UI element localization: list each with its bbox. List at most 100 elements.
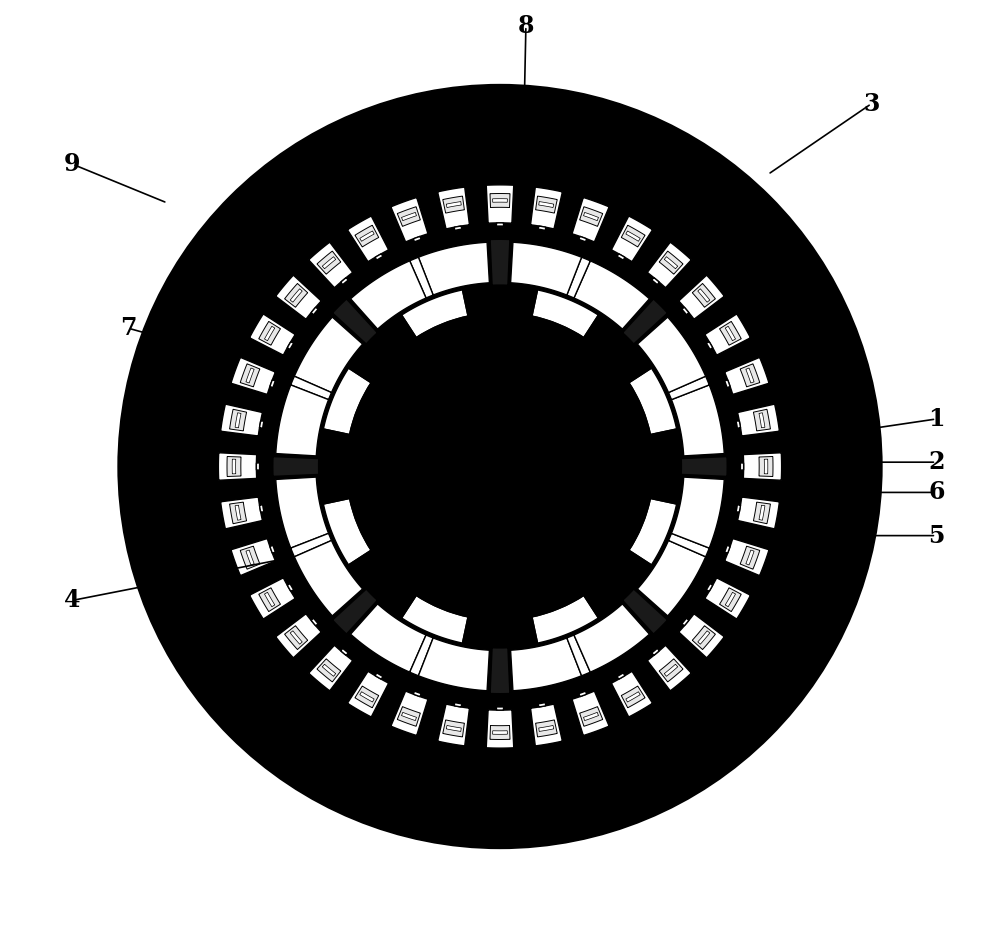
Polygon shape: [309, 646, 353, 690]
Polygon shape: [270, 380, 276, 388]
Polygon shape: [218, 453, 257, 480]
Polygon shape: [250, 578, 295, 620]
Polygon shape: [574, 604, 649, 672]
Polygon shape: [270, 545, 276, 553]
Polygon shape: [720, 588, 741, 611]
Polygon shape: [256, 463, 261, 470]
Polygon shape: [637, 540, 706, 616]
Polygon shape: [276, 614, 321, 658]
Polygon shape: [664, 257, 678, 269]
Polygon shape: [735, 505, 741, 512]
Polygon shape: [413, 236, 421, 243]
Polygon shape: [724, 380, 730, 388]
Polygon shape: [446, 726, 461, 731]
Polygon shape: [743, 453, 782, 480]
Polygon shape: [493, 731, 507, 734]
Polygon shape: [230, 410, 247, 431]
Polygon shape: [511, 638, 582, 690]
Polygon shape: [276, 477, 329, 548]
Polygon shape: [391, 198, 428, 242]
Polygon shape: [355, 686, 379, 708]
Polygon shape: [311, 618, 319, 626]
Polygon shape: [360, 691, 374, 702]
Polygon shape: [679, 275, 724, 319]
Circle shape: [150, 117, 850, 816]
Polygon shape: [584, 213, 598, 221]
Polygon shape: [511, 243, 582, 295]
Polygon shape: [323, 498, 371, 564]
Polygon shape: [621, 225, 645, 247]
Polygon shape: [725, 592, 736, 606]
Polygon shape: [246, 368, 254, 383]
Polygon shape: [443, 196, 464, 213]
Polygon shape: [538, 226, 546, 231]
Text: 4: 4: [64, 589, 81, 612]
Polygon shape: [446, 202, 461, 207]
Polygon shape: [725, 357, 769, 395]
Polygon shape: [753, 502, 770, 523]
Polygon shape: [290, 289, 302, 302]
Polygon shape: [413, 690, 421, 697]
Polygon shape: [531, 704, 562, 745]
Polygon shape: [705, 313, 750, 355]
Polygon shape: [679, 614, 724, 658]
Polygon shape: [705, 583, 713, 592]
Polygon shape: [705, 578, 750, 620]
Polygon shape: [486, 710, 514, 748]
Polygon shape: [276, 385, 329, 456]
Polygon shape: [235, 506, 241, 521]
Polygon shape: [287, 583, 295, 592]
Polygon shape: [496, 705, 504, 710]
Polygon shape: [531, 188, 562, 229]
Polygon shape: [532, 290, 598, 338]
Polygon shape: [490, 239, 510, 285]
Polygon shape: [617, 672, 625, 679]
Polygon shape: [418, 638, 489, 690]
Polygon shape: [536, 720, 557, 737]
Polygon shape: [496, 223, 504, 228]
Circle shape: [386, 353, 614, 580]
Polygon shape: [681, 618, 689, 626]
Polygon shape: [294, 540, 363, 616]
Polygon shape: [647, 243, 691, 287]
Polygon shape: [259, 505, 265, 512]
Polygon shape: [681, 456, 727, 477]
Polygon shape: [402, 290, 468, 338]
Polygon shape: [351, 604, 426, 672]
Polygon shape: [629, 498, 677, 564]
Polygon shape: [285, 626, 308, 649]
Polygon shape: [759, 456, 773, 477]
Polygon shape: [418, 243, 489, 295]
Polygon shape: [402, 712, 416, 720]
Circle shape: [118, 85, 882, 848]
Polygon shape: [668, 376, 709, 399]
Polygon shape: [538, 702, 546, 707]
Polygon shape: [740, 364, 760, 387]
Polygon shape: [341, 648, 349, 655]
Polygon shape: [221, 497, 262, 529]
Polygon shape: [311, 307, 319, 315]
Polygon shape: [753, 410, 770, 431]
Polygon shape: [259, 322, 280, 345]
Polygon shape: [250, 313, 295, 355]
Text: 1: 1: [928, 407, 945, 431]
Polygon shape: [705, 341, 713, 350]
Polygon shape: [355, 225, 379, 247]
Polygon shape: [629, 369, 677, 435]
Circle shape: [217, 183, 783, 750]
Polygon shape: [259, 588, 280, 611]
Text: 5: 5: [928, 523, 944, 548]
Polygon shape: [611, 671, 653, 717]
Polygon shape: [402, 595, 468, 643]
Polygon shape: [539, 726, 554, 731]
Polygon shape: [264, 327, 275, 341]
Polygon shape: [347, 216, 389, 262]
Polygon shape: [486, 185, 514, 223]
Polygon shape: [375, 254, 383, 261]
Polygon shape: [746, 368, 754, 383]
Polygon shape: [617, 254, 625, 261]
Polygon shape: [454, 702, 462, 707]
Polygon shape: [322, 664, 336, 676]
Polygon shape: [623, 589, 668, 634]
Text: 7: 7: [120, 316, 137, 341]
